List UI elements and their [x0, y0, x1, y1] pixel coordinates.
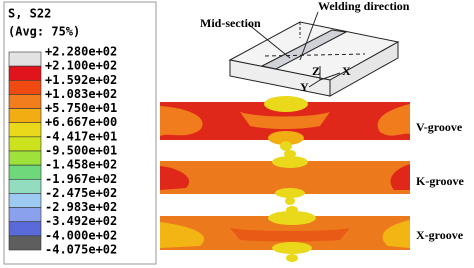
legend-swatch	[8, 150, 42, 166]
plate-sketch	[228, 11, 400, 97]
legend-label: +6.667e+00	[45, 115, 117, 129]
legend-label: -1.458e+02	[45, 158, 117, 172]
legend-swatch	[8, 164, 42, 180]
section-labels: V-groove K-groove X-groove	[416, 120, 464, 242]
legend-label: +1.083e+02	[45, 87, 117, 101]
legend-label: -4.075e+02	[45, 243, 117, 257]
legend-swatch	[8, 178, 42, 194]
legend-label: -9.500e+01	[45, 144, 117, 158]
axis-x: X	[342, 64, 351, 78]
section-label: V-groove	[416, 120, 463, 134]
welding-direction-label: Welding direction	[318, 0, 410, 13]
legend-swatch	[8, 51, 42, 67]
legend-swatch	[8, 235, 42, 251]
mid-section-label: Mid-section	[200, 16, 261, 30]
legend-label: -4.417e+01	[45, 129, 117, 143]
legend-title: S, S22	[8, 7, 51, 21]
legend-swatch	[8, 94, 42, 109]
k-groove-contour	[160, 150, 410, 205]
section-label: X-groove	[416, 228, 464, 242]
legend: +2.280e+02+2.100e+02+1.592e+02+1.083e+02…	[8, 45, 117, 257]
legend-label: +5.750e+01	[45, 101, 117, 115]
legend-label: -1.967e+02	[45, 172, 117, 186]
legend-label: +1.592e+02	[45, 73, 117, 87]
x-groove-contour	[160, 206, 410, 262]
legend-label: +2.280e+02	[45, 45, 117, 59]
v-groove-contour	[160, 96, 410, 151]
axis-y: Y	[300, 80, 309, 94]
axis-z: Z	[312, 64, 320, 78]
legend-label: +2.100e+02	[45, 59, 117, 73]
legend-swatch	[8, 193, 42, 208]
legend-swatch	[8, 79, 42, 95]
legend-label: -2.983e+02	[45, 200, 117, 214]
legend-label: -2.475e+02	[45, 186, 117, 200]
legend-swatch	[8, 136, 42, 152]
legend-swatch	[8, 65, 42, 81]
legend-label: -3.492e+02	[45, 214, 117, 228]
legend-swatch	[8, 122, 42, 138]
legend-swatch	[8, 108, 42, 124]
section-label: K-groove	[416, 174, 464, 188]
legend-label: -4.000e+02	[45, 228, 117, 242]
legend-swatch	[8, 221, 42, 237]
legend-subtitle: (Avg: 75%)	[8, 25, 80, 39]
legend-swatch	[8, 207, 42, 223]
